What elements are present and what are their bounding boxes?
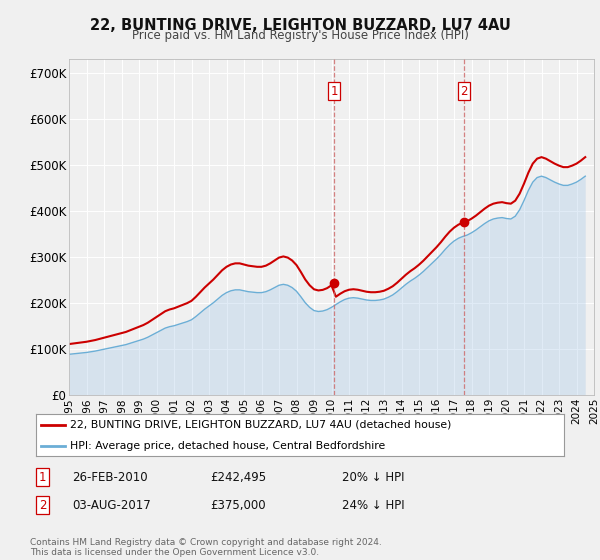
Text: HPI: Average price, detached house, Central Bedfordshire: HPI: Average price, detached house, Cent…: [70, 441, 386, 451]
Text: 20% ↓ HPI: 20% ↓ HPI: [342, 470, 404, 484]
Text: 22, BUNTING DRIVE, LEIGHTON BUZZARD, LU7 4AU: 22, BUNTING DRIVE, LEIGHTON BUZZARD, LU7…: [89, 18, 511, 33]
Text: Contains HM Land Registry data © Crown copyright and database right 2024.
This d: Contains HM Land Registry data © Crown c…: [30, 538, 382, 557]
Text: 2: 2: [39, 498, 47, 512]
Text: 24% ↓ HPI: 24% ↓ HPI: [342, 498, 404, 512]
Text: £375,000: £375,000: [210, 498, 266, 512]
Text: 22, BUNTING DRIVE, LEIGHTON BUZZARD, LU7 4AU (detached house): 22, BUNTING DRIVE, LEIGHTON BUZZARD, LU7…: [70, 420, 452, 430]
Text: 2: 2: [460, 85, 468, 97]
Text: £242,495: £242,495: [210, 470, 266, 484]
Text: 1: 1: [331, 85, 338, 97]
Text: Price paid vs. HM Land Registry's House Price Index (HPI): Price paid vs. HM Land Registry's House …: [131, 29, 469, 42]
Text: 1: 1: [39, 470, 47, 484]
Text: 26-FEB-2010: 26-FEB-2010: [72, 470, 148, 484]
Text: 03-AUG-2017: 03-AUG-2017: [72, 498, 151, 512]
